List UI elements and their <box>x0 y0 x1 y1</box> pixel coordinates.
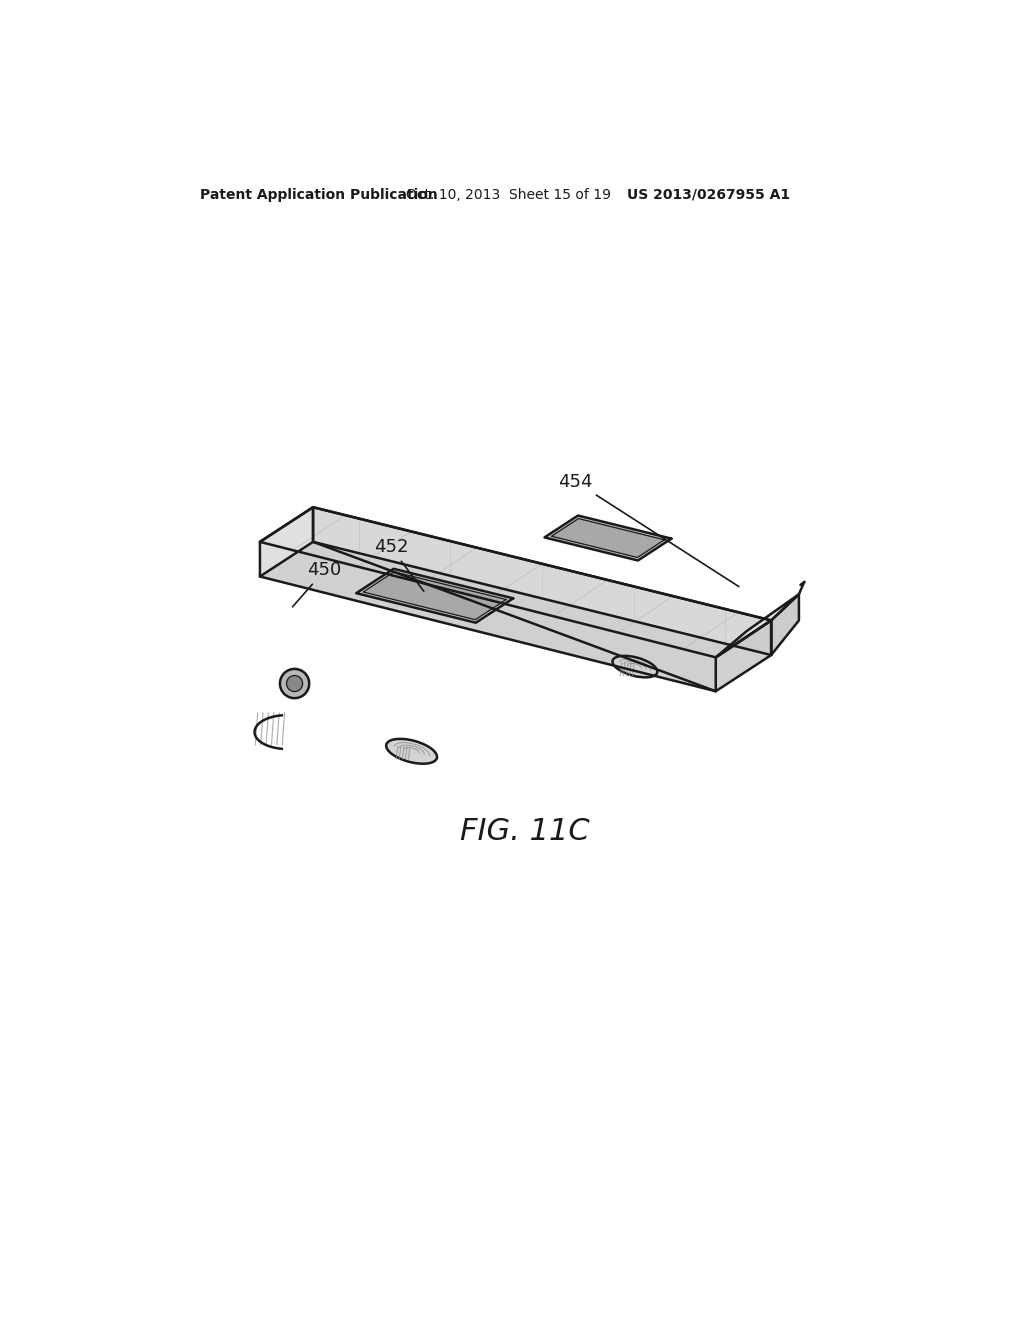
Circle shape <box>287 676 303 692</box>
Polygon shape <box>260 543 771 692</box>
Circle shape <box>280 669 309 698</box>
Ellipse shape <box>612 656 657 677</box>
Text: 454: 454 <box>558 473 739 586</box>
Polygon shape <box>771 594 799 655</box>
Text: Patent Application Publication: Patent Application Publication <box>200 187 437 202</box>
Polygon shape <box>313 507 771 655</box>
Text: 450: 450 <box>293 561 342 607</box>
Polygon shape <box>716 594 799 657</box>
Text: Oct. 10, 2013  Sheet 15 of 19: Oct. 10, 2013 Sheet 15 of 19 <box>407 187 611 202</box>
Polygon shape <box>552 519 665 557</box>
Polygon shape <box>260 507 313 577</box>
Polygon shape <box>260 507 771 657</box>
Polygon shape <box>545 516 672 561</box>
Text: 452: 452 <box>374 539 424 591</box>
Text: FIG. 11C: FIG. 11C <box>460 817 590 846</box>
Ellipse shape <box>386 739 437 764</box>
Polygon shape <box>356 569 513 623</box>
Polygon shape <box>716 620 771 692</box>
Text: US 2013/0267955 A1: US 2013/0267955 A1 <box>628 187 791 202</box>
Polygon shape <box>364 572 506 619</box>
